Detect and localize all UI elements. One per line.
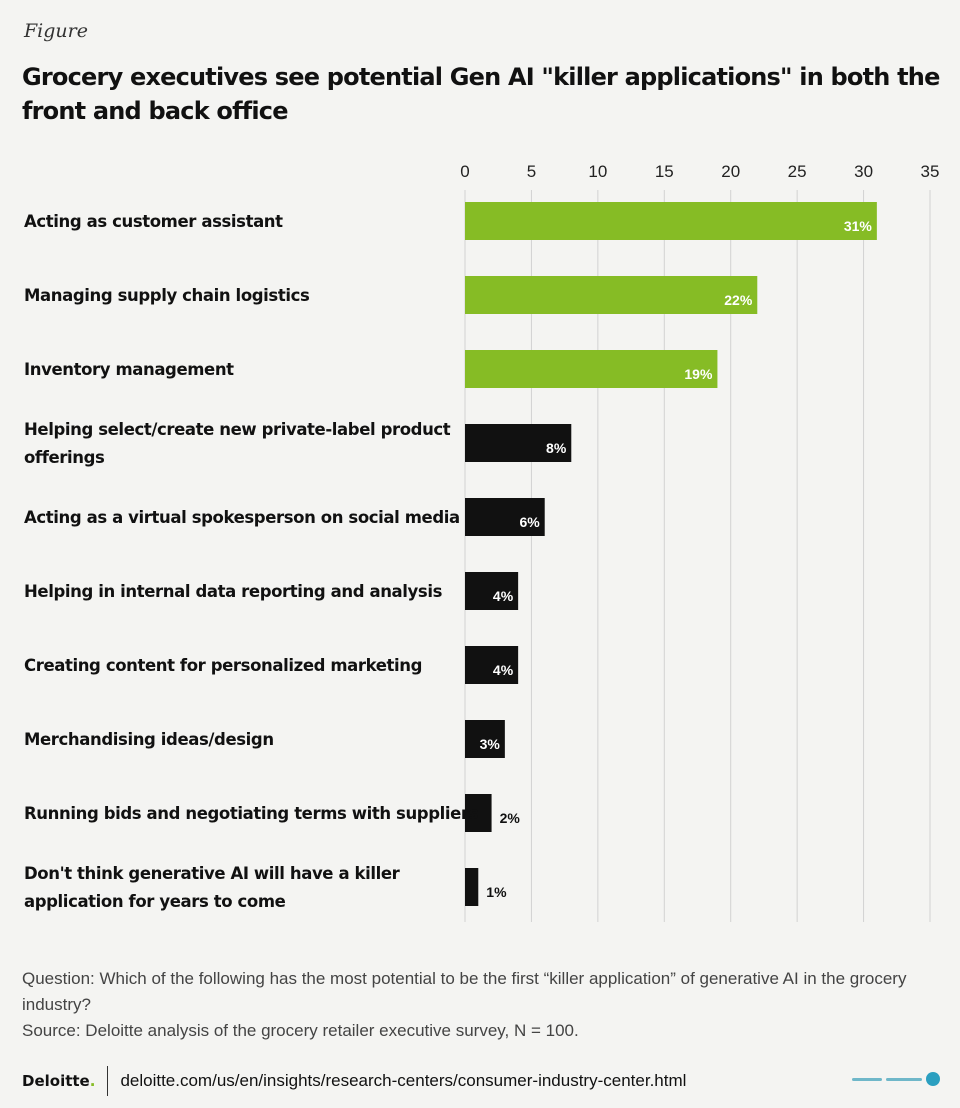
bar-value-label: 1% <box>486 884 507 900</box>
bar-value-label: 31% <box>844 218 873 234</box>
category-label: Creating content for personalized market… <box>24 656 422 675</box>
category-label: Helping select/create new private-label … <box>24 420 451 467</box>
bar <box>465 498 545 536</box>
question-note: Question: Which of the following has the… <box>22 969 907 1014</box>
category-label: Acting as a virtual spokesperson on soci… <box>24 508 460 527</box>
bar-value-label: 22% <box>724 292 753 308</box>
bar <box>465 276 758 314</box>
deloitte-logo: Deloitte. <box>22 1072 96 1090</box>
chart-title: Grocery executives see potential Gen AI … <box>22 63 940 125</box>
bars <box>465 202 877 906</box>
x-tick-label: 10 <box>588 162 607 181</box>
category-label: Running bids and negotiating terms with … <box>24 804 479 823</box>
bar <box>465 646 519 684</box>
source-url[interactable]: deloitte.com/us/en/insights/research-cen… <box>120 1071 687 1090</box>
bar-value-label: 2% <box>500 810 521 826</box>
bar-chart: 0 5 10 15 20 25 30 35 Acting as customer assist… <box>24 162 939 922</box>
x-tick-label: 20 <box>721 162 740 181</box>
chart-notes: Question: Which of the following has the… <box>22 966 942 1044</box>
category-label: Inventory management <box>24 360 234 379</box>
x-tick-label: 15 <box>655 162 674 181</box>
bar <box>465 350 718 388</box>
category-label: Managing supply chain logistics <box>24 286 310 305</box>
bar-value-label: 6% <box>519 514 540 530</box>
bar <box>465 424 572 462</box>
bar-value-label: 8% <box>546 440 567 456</box>
x-tick-label: 25 <box>788 162 807 181</box>
x-tick-label: 35 <box>921 162 940 181</box>
x-tick-label: 30 <box>854 162 873 181</box>
bar <box>465 794 492 832</box>
category-label: Helping in internal data reporting and a… <box>24 582 443 601</box>
bar <box>465 868 479 906</box>
category-label: Acting as customer assistant <box>24 212 283 231</box>
bar <box>465 202 877 240</box>
watermark-icon <box>848 1068 940 1090</box>
figure-label: Figure <box>24 20 88 42</box>
x-tick-label: 5 <box>527 162 536 181</box>
bar <box>465 720 505 758</box>
source-note: Source: Deloitte analysis of the grocery… <box>22 1021 579 1040</box>
x-axis-ticks: 0 5 10 15 20 25 30 35 <box>460 162 939 181</box>
bar-value-label: 4% <box>493 662 514 678</box>
bar-value-label: 4% <box>493 588 514 604</box>
bar-value-label: 3% <box>480 736 501 752</box>
value-labels: 31% 22% 19% 8% 6% 4% 4% 3% 2% 1% <box>480 218 873 900</box>
category-labels: Acting as customer assistant Managing sup… <box>24 212 479 911</box>
bar <box>465 572 519 610</box>
footer-divider <box>107 1066 109 1096</box>
category-label: Don't think generative AI will have a ki… <box>24 864 401 911</box>
category-label: Merchandising ideas/design <box>24 730 274 749</box>
bar-value-label: 19% <box>684 366 713 382</box>
x-tick-label: 0 <box>460 162 469 181</box>
footer: Deloitte. deloitte.com/us/en/insights/re… <box>22 1066 686 1096</box>
